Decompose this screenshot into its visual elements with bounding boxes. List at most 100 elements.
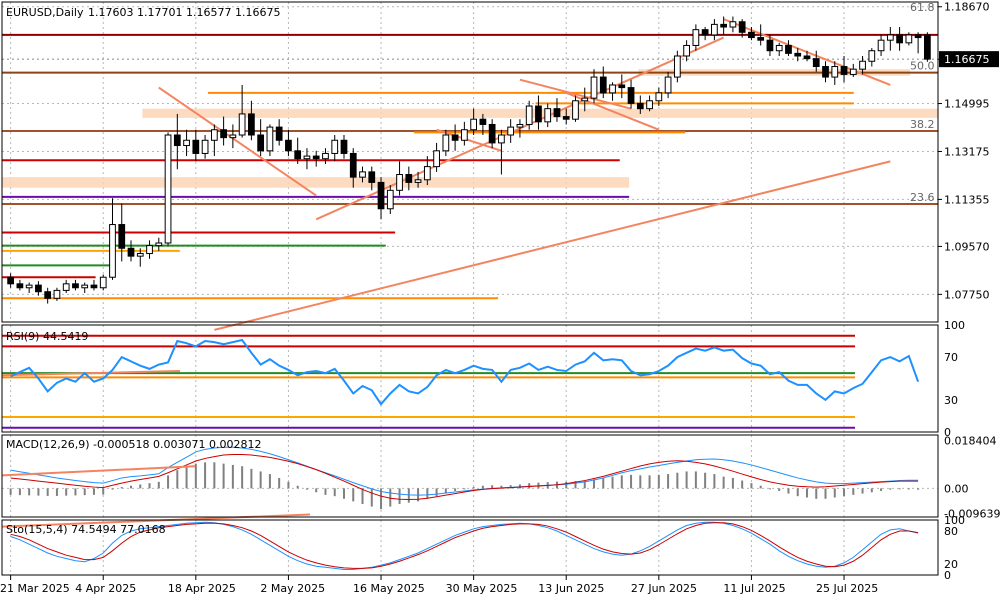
bull-candle-body bbox=[655, 92, 663, 102]
bull-candle-body bbox=[146, 245, 153, 255]
candle bbox=[470, 108, 478, 136]
x-tick-label: 25 Jul 2025 bbox=[816, 582, 878, 595]
bull-candle-body bbox=[877, 39, 885, 52]
macd-histogram-bar bbox=[342, 488, 345, 499]
macd-title: MACD(12,26,9) -0.000518 0.003071 0.00281… bbox=[6, 438, 261, 451]
candle bbox=[831, 61, 839, 85]
candle bbox=[636, 95, 644, 114]
macd-histogram-bar bbox=[83, 488, 86, 496]
macd-histogram-bar bbox=[602, 477, 605, 489]
macd-histogram-bar bbox=[500, 485, 503, 489]
candle bbox=[516, 119, 524, 138]
bear-candle-body bbox=[451, 134, 459, 141]
bull-candle-body bbox=[303, 155, 311, 160]
x-tick-label: 2 May 2025 bbox=[260, 582, 325, 595]
bull-candle-body bbox=[460, 129, 468, 141]
x-tick-label: 27 Jun 2025 bbox=[631, 582, 697, 595]
candle bbox=[257, 119, 265, 157]
macd-histogram-bar bbox=[843, 488, 846, 497]
bear-candle-body bbox=[275, 126, 283, 141]
macd-histogram-bar bbox=[648, 475, 651, 489]
bear-candle-body bbox=[738, 21, 746, 33]
macd-histogram-bar bbox=[268, 474, 271, 489]
macd-histogram-bar bbox=[28, 488, 31, 496]
macd-histogram-bar bbox=[722, 476, 725, 489]
bull-candle-body bbox=[359, 171, 366, 178]
bear-candle-body bbox=[479, 118, 487, 125]
macd-histogram-bar bbox=[574, 481, 577, 489]
macd-histogram-bar bbox=[815, 488, 818, 499]
bear-candle-body bbox=[757, 37, 765, 41]
macd-histogram-bar bbox=[222, 463, 225, 489]
trend-line bbox=[436, 128, 502, 152]
bull-candle-body bbox=[266, 126, 274, 152]
candle bbox=[664, 71, 672, 99]
bear-candle-body bbox=[90, 284, 98, 289]
bear-candle-body bbox=[914, 34, 922, 39]
sto-tick-label: 20 bbox=[944, 558, 958, 571]
bull-candle-body bbox=[498, 134, 505, 144]
bull-candle-body bbox=[164, 134, 172, 244]
macd-histogram-bar bbox=[694, 471, 697, 489]
bull-candle-body bbox=[664, 76, 672, 94]
candle bbox=[729, 16, 737, 33]
candle bbox=[118, 203, 126, 262]
bull-candle-body bbox=[331, 139, 339, 154]
rsi-title: RSI(9) 44.5419 bbox=[6, 330, 88, 343]
macd-histogram-bar bbox=[92, 488, 95, 495]
candle bbox=[627, 79, 635, 109]
candle bbox=[210, 124, 218, 157]
bull-candle-body bbox=[544, 108, 552, 123]
rsi-line bbox=[10, 338, 920, 406]
bull-candle-body bbox=[886, 34, 894, 41]
macd-histogram-bar bbox=[731, 477, 734, 489]
bull-candle-body bbox=[831, 66, 839, 78]
horizontal-levels bbox=[2, 33, 938, 300]
macd-trend-line bbox=[1, 465, 196, 477]
candle bbox=[673, 50, 681, 83]
candle bbox=[368, 166, 376, 191]
bear-candle-body bbox=[488, 123, 496, 144]
macd-histogram-bar bbox=[361, 488, 364, 504]
macd-histogram-bar bbox=[278, 477, 281, 489]
price-tick-label: 1.13175 bbox=[944, 145, 990, 158]
macd-histogram-bar bbox=[889, 488, 892, 490]
candle bbox=[386, 185, 394, 215]
candlesticks bbox=[7, 16, 931, 304]
candle bbox=[460, 121, 468, 146]
bear-candle-body bbox=[812, 58, 820, 68]
bear-candle-body bbox=[35, 284, 42, 293]
bear-candle-body bbox=[535, 105, 542, 123]
bear-candle-body bbox=[923, 34, 931, 60]
bear-candle-body bbox=[618, 84, 626, 89]
macd-histogram-bar bbox=[611, 476, 614, 489]
bear-candle-body bbox=[340, 139, 348, 154]
candle bbox=[868, 48, 876, 67]
bull-candle-body bbox=[229, 134, 237, 139]
candle bbox=[683, 40, 690, 62]
macd-histogram-bar bbox=[778, 488, 781, 491]
candle bbox=[90, 279, 98, 291]
bull-candle-body bbox=[516, 123, 524, 128]
candle bbox=[136, 248, 144, 267]
bull-candle-body bbox=[136, 253, 144, 257]
macd-histogram-bar bbox=[713, 474, 716, 489]
macd-histogram-bar bbox=[185, 466, 188, 489]
panel-frames bbox=[1, 1, 939, 576]
candle bbox=[266, 124, 274, 157]
candle bbox=[886, 27, 894, 51]
macd-histogram-bar bbox=[907, 488, 910, 490]
candle bbox=[525, 100, 533, 130]
bear-candle-body bbox=[748, 31, 755, 39]
macd-histogram-bar bbox=[241, 466, 244, 489]
macd-histogram-bar bbox=[583, 480, 586, 489]
candle bbox=[294, 137, 302, 164]
candle bbox=[442, 129, 450, 157]
candle bbox=[405, 166, 413, 191]
candle bbox=[738, 19, 746, 38]
candle bbox=[618, 74, 626, 99]
macd-histogram-bar bbox=[685, 471, 688, 489]
bull-candle-body bbox=[905, 34, 913, 44]
